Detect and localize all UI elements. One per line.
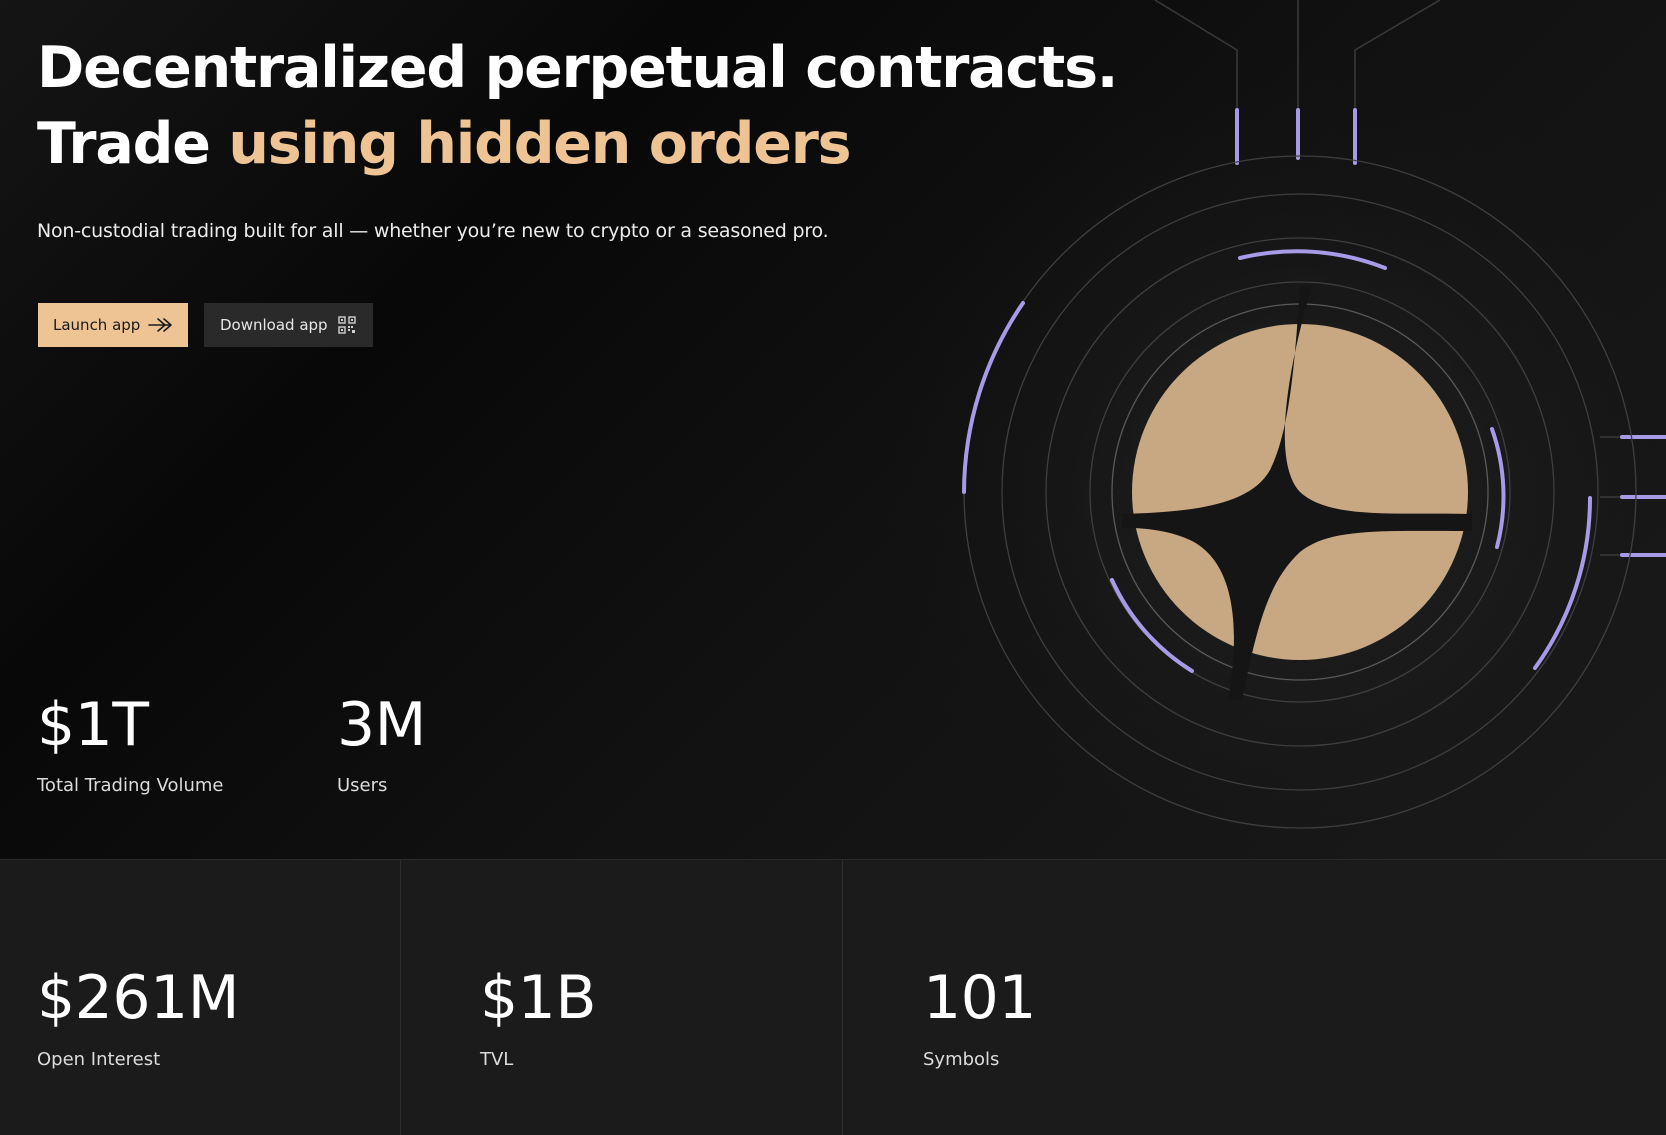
stat-value-symbols: 101 [923,963,1037,1033]
stat-value-tvl: $1B [480,963,597,1033]
stat-label-users: Users [337,775,388,796]
circuit-highlights [1235,108,1666,557]
download-app-button[interactable]: Download app [204,303,373,347]
launch-app-button[interactable]: Launch app [38,303,188,347]
launch-app-label: Launch app [53,316,141,334]
ring-highlight-arcs [962,249,1592,673]
headline-accent: using hidden orders [228,111,851,177]
headline-line-2: Trade using hidden orders [37,106,1117,182]
stat-label-symbols: Symbols [923,1049,1000,1070]
download-app-label: Download app [220,316,328,334]
arrow-right-icon [148,318,173,332]
stats-divider [842,860,843,1135]
stat-value-open-interest: $261M [37,963,239,1033]
stat-label-total-trading-volume: Total Trading Volume [37,775,224,796]
hero-subtitle: Non-custodial trading built for all — wh… [37,220,829,242]
stat-value-users: 3M [337,690,426,760]
coin-logo-icon [1121,286,1472,700]
stat-label-open-interest: Open Interest [37,1049,161,1070]
stat-label-tvl: TVL [480,1049,514,1070]
stat-value-total-trading-volume: $1T [37,690,149,760]
hero-headline: Decentralized perpetual contracts. Trade… [37,30,1118,182]
hero-section: Decentralized perpetual contracts. Trade… [0,0,1666,859]
qr-code-icon [337,316,356,334]
headline-prefix: Trade [37,111,229,177]
protocol-stats-bar: $261M Open Interest $1B TVL 101 Symbols [0,859,1666,1135]
headline-line-1: Decentralized perpetual contracts. [37,35,1118,101]
hero-illustration [880,0,1666,859]
stats-divider [400,860,401,1135]
